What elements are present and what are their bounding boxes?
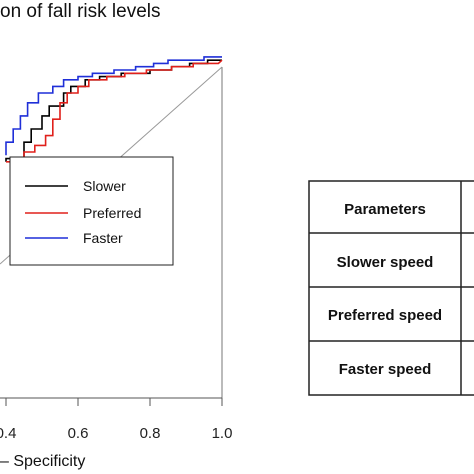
series-layer (5, 56, 223, 163)
legend-box (9, 156, 174, 266)
parameters-table: Parameters Slower speed Preferred speed … (308, 180, 474, 396)
x-tick-label: 1.0 (212, 425, 233, 442)
x-tick-label: 0.8 (140, 425, 161, 442)
legend: Slower Preferred Faster (9, 156, 174, 266)
x-tick-label: 0.6 (68, 425, 89, 442)
x-axis-ticks: 0.4 0.6 0.8 1.0 (0, 398, 232, 442)
table-cell-slower-speed: Slower speed (337, 254, 434, 271)
legend-label-slower: Slower (83, 178, 126, 194)
legend-label-preferred: Preferred (83, 205, 141, 221)
table-cell-preferred-speed: Preferred speed (328, 307, 442, 324)
x-axis-label: – Specificity (0, 453, 85, 470)
table-cell-faster-speed: Faster speed (339, 361, 432, 378)
chart-title: on of fall risk levels (0, 1, 161, 22)
series-line-preferred (6, 59, 223, 163)
legend-label-faster: Faster (83, 230, 123, 246)
series-line-slower (5, 59, 222, 162)
series-line-faster (5, 56, 222, 156)
table-border (308, 180, 474, 396)
table-header-parameters: Parameters (344, 201, 426, 218)
x-tick-label: 0.4 (0, 425, 16, 442)
